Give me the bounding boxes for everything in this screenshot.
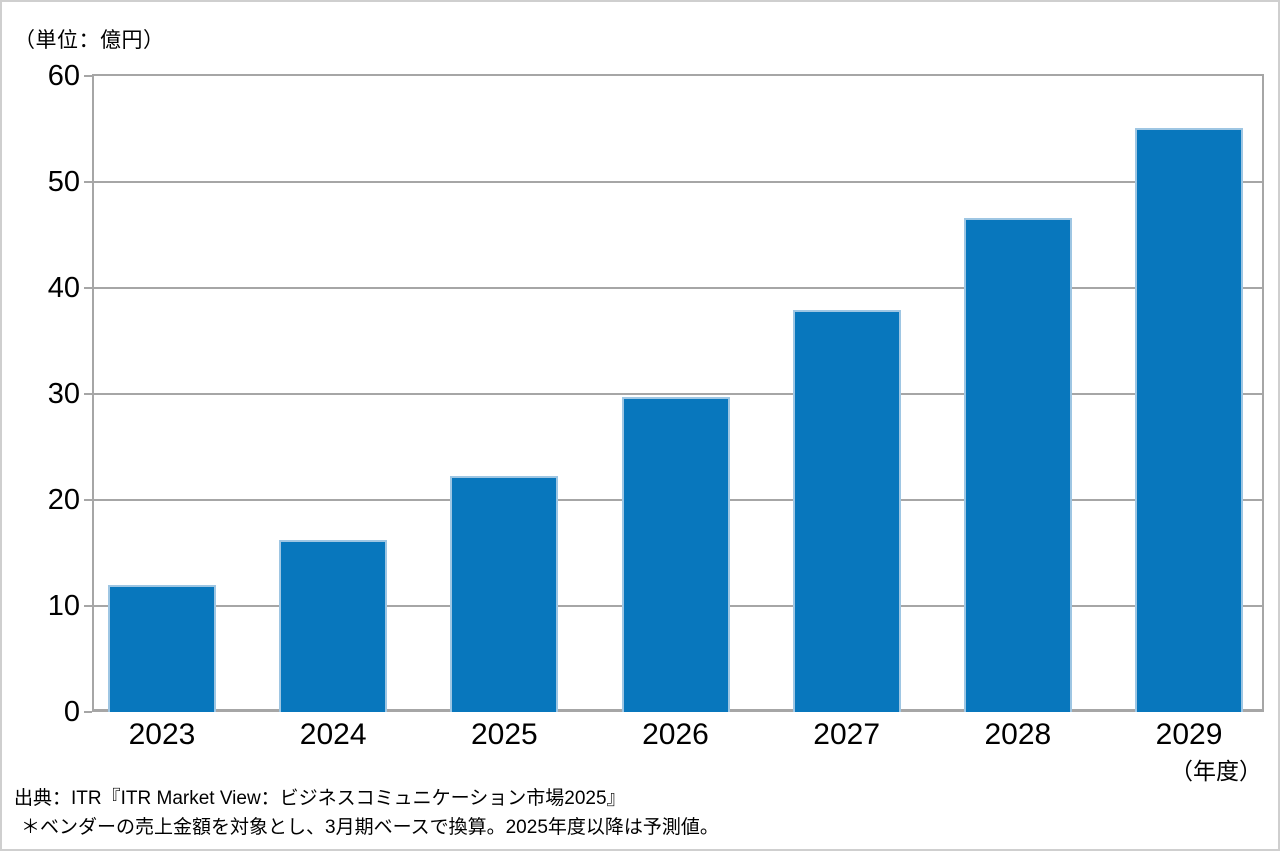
y-tick-mark-0	[84, 711, 92, 713]
y-tick-mark-50	[84, 181, 92, 183]
x-tick-label-2027: 2027	[813, 718, 881, 751]
y-tick-label-0: 0	[63, 696, 80, 728]
y-axis-unit-label: （単位：億円）	[14, 29, 165, 52]
bar-2026	[621, 397, 730, 712]
y-tick-label-20: 20	[47, 484, 80, 516]
x-tick-label-2025: 2025	[470, 718, 538, 751]
bar-2028	[963, 218, 1072, 712]
bar-2025	[450, 475, 559, 712]
gridline-30	[94, 393, 1262, 395]
x-tick-label-2026: 2026	[642, 718, 709, 751]
x-tick-label-2024: 2024	[299, 718, 367, 751]
bar-2024	[279, 540, 388, 712]
y-tick-mark-20	[84, 499, 92, 501]
footnote: ＊ベンダーの売上金額を対象とし、3月期ベースで換算。2025年度以降は予測値。	[21, 817, 719, 838]
x-tick-label-2029: 2029	[1155, 718, 1223, 751]
x-axis-unit-label: （年度）	[1170, 758, 1262, 784]
y-tick-mark-30	[84, 393, 92, 395]
bar-2023	[108, 584, 216, 712]
y-tick-label-10: 10	[47, 590, 80, 622]
x-tick-label-2023: 2023	[128, 718, 196, 751]
y-tick-mark-60	[84, 75, 92, 77]
y-tick-label-60: 60	[47, 60, 80, 92]
y-tick-mark-10	[84, 605, 92, 607]
bar-2029	[1135, 127, 1244, 712]
gridline-50	[94, 181, 1262, 183]
y-tick-mark-40	[84, 287, 92, 289]
y-tick-label-30: 30	[47, 378, 80, 410]
y-tick-label-50: 50	[47, 166, 80, 198]
y-tick-label-40: 40	[47, 272, 80, 304]
bar-2027	[792, 310, 901, 712]
gridline-40	[94, 287, 1262, 289]
x-tick-label-2028: 2028	[984, 718, 1052, 751]
source-citation: 出典：ITR『ITR Market View：ビジネスコミュニケーション市場20…	[14, 788, 626, 809]
